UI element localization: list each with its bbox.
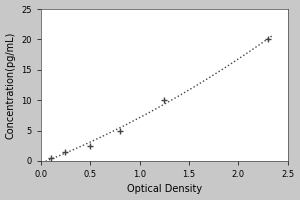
Y-axis label: Concentration(pg/mL): Concentration(pg/mL) — [6, 31, 16, 139]
X-axis label: Optical Density: Optical Density — [127, 184, 202, 194]
